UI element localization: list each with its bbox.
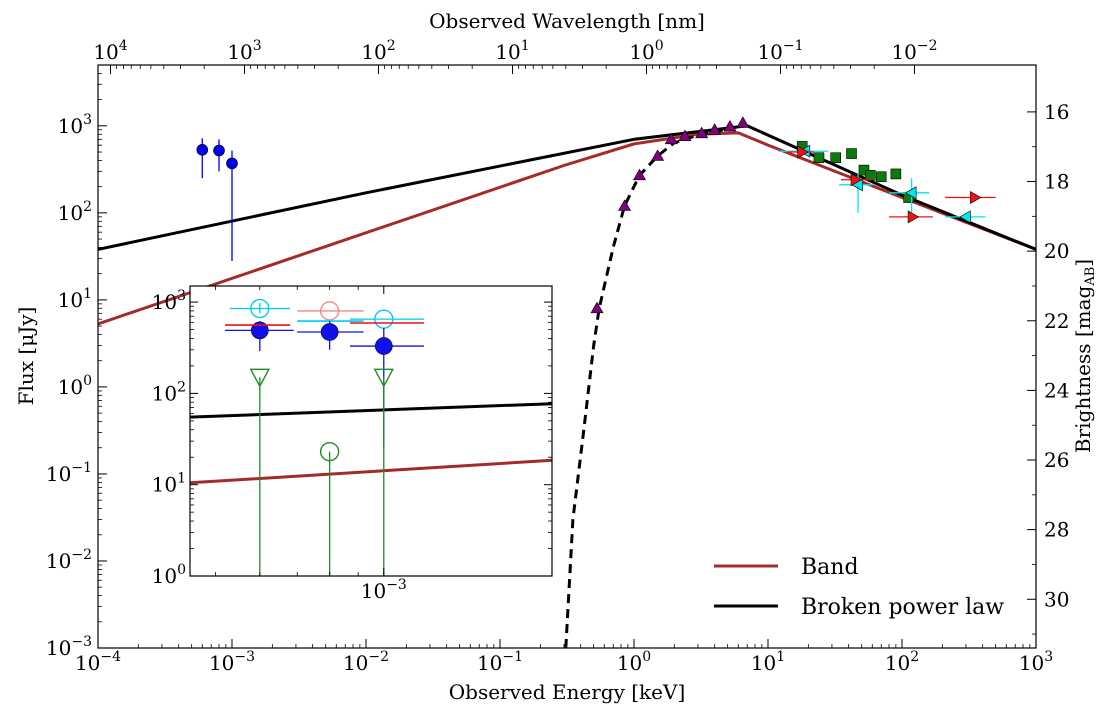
plot-frame <box>97 64 1037 649</box>
x2-axis-label: Observed Wavelength [nm] <box>429 9 705 33</box>
data-point-triangle-up <box>736 116 750 128</box>
inset-frame <box>189 285 553 577</box>
data-point-triangle-up <box>723 119 737 132</box>
y-tick-label: 10−1 <box>46 460 92 486</box>
y-tick-label: 100 <box>58 373 92 399</box>
x-tick-label: 10−3 <box>209 649 255 675</box>
x-tick-label: 10−1 <box>477 649 523 675</box>
data-point-square <box>875 171 887 183</box>
inset-point-circle <box>374 337 393 355</box>
y2-tick-label: 18 <box>1044 170 1069 194</box>
inset-point-open-circle <box>319 301 340 321</box>
data-point-triangle-up <box>633 168 647 181</box>
legend: Band Broken power law <box>714 555 1004 620</box>
x2-tick-label: 100 <box>629 38 663 64</box>
data-point-triangle-up <box>678 129 692 142</box>
legend-label: Band <box>801 555 859 580</box>
data-point-square <box>890 168 902 180</box>
x-tick-label: 103 <box>1019 649 1053 675</box>
data-point-triangle-right <box>797 145 809 159</box>
inset-background <box>190 286 552 576</box>
y2-tick-label: 26 <box>1044 448 1069 472</box>
data-point-triangle-right <box>850 173 863 187</box>
inset-point-open-triangle-down <box>373 368 394 388</box>
x-tick-label: 100 <box>617 649 651 675</box>
y-axis-label: Flux [μJy] <box>14 307 38 406</box>
y2-tick-label: 22 <box>1044 309 1069 333</box>
x2-tick-label: 101 <box>495 38 529 64</box>
data-point-circle <box>213 144 225 157</box>
inset-point-circle <box>320 323 339 341</box>
x2-tick-label: 104 <box>93 38 127 64</box>
y2-tick-label: 30 <box>1044 587 1069 611</box>
inset-x-tick-label: 10−3 <box>361 577 407 603</box>
x-axis-label: Observed Energy [keV] <box>449 680 686 704</box>
y-tick-label: 10−3 <box>46 634 92 660</box>
data-point-square <box>813 152 825 164</box>
y2-axis-label: Brightness [magAB] <box>1071 259 1098 453</box>
inset-point-open-triangle-down <box>249 368 270 388</box>
y-tick-label: 10−2 <box>46 547 92 573</box>
data-point-triangle-up <box>708 123 722 135</box>
inset-point-open-circle <box>250 298 270 319</box>
x-tick-label: 10−2 <box>343 649 389 675</box>
data-point-triangle-up <box>651 149 665 161</box>
y2-tick-label: 28 <box>1044 518 1069 542</box>
data-point-square <box>864 170 876 181</box>
data-point-square <box>830 152 841 164</box>
y2-tick-label: 20 <box>1044 239 1069 263</box>
inset-y-tick-label: 103 <box>152 288 186 314</box>
y-tick-label: 102 <box>58 199 92 225</box>
y-tick-label: 103 <box>58 112 92 138</box>
x2-tick-label: 10−1 <box>757 38 803 64</box>
inset-y-tick-label: 101 <box>152 471 186 497</box>
data-point-triangle-up <box>590 301 604 314</box>
inset-y-tick-label: 102 <box>152 379 186 405</box>
y2-tick-label: 16 <box>1044 100 1069 124</box>
x-tick-label: 10−4 <box>75 649 121 675</box>
data-point-triangle-right <box>970 191 982 205</box>
data-point-circle <box>226 157 238 170</box>
legend-label: Broken power law <box>801 595 1004 620</box>
data-point-triangle-up <box>618 199 632 211</box>
data-point-triangle-up <box>695 126 709 139</box>
series-line-1 <box>98 124 1036 251</box>
data-point-triangle-up <box>664 132 678 145</box>
inset-y-tick-label: 100 <box>152 562 186 588</box>
inset-point-open-circle <box>319 441 340 462</box>
y2-tick-label: 24 <box>1044 378 1069 402</box>
x2-tick-label: 10−2 <box>891 38 937 64</box>
data-point-circle <box>196 144 209 156</box>
x2-tick-label: 103 <box>227 38 261 64</box>
x2-tick-label: 102 <box>361 38 395 64</box>
x-tick-label: 102 <box>885 649 919 675</box>
inset-point-circle <box>251 321 269 340</box>
data-point-triangle-left <box>959 210 971 224</box>
x-tick-label: 101 <box>751 649 785 675</box>
data-point-triangle-left <box>905 186 917 200</box>
absorbed-model-line <box>564 124 744 648</box>
data-point-square <box>846 148 857 159</box>
inset-line-1 <box>190 458 552 485</box>
y-tick-label: 101 <box>58 286 92 312</box>
inset-line-0 <box>190 402 552 419</box>
data-point-triangle-right <box>907 210 920 224</box>
